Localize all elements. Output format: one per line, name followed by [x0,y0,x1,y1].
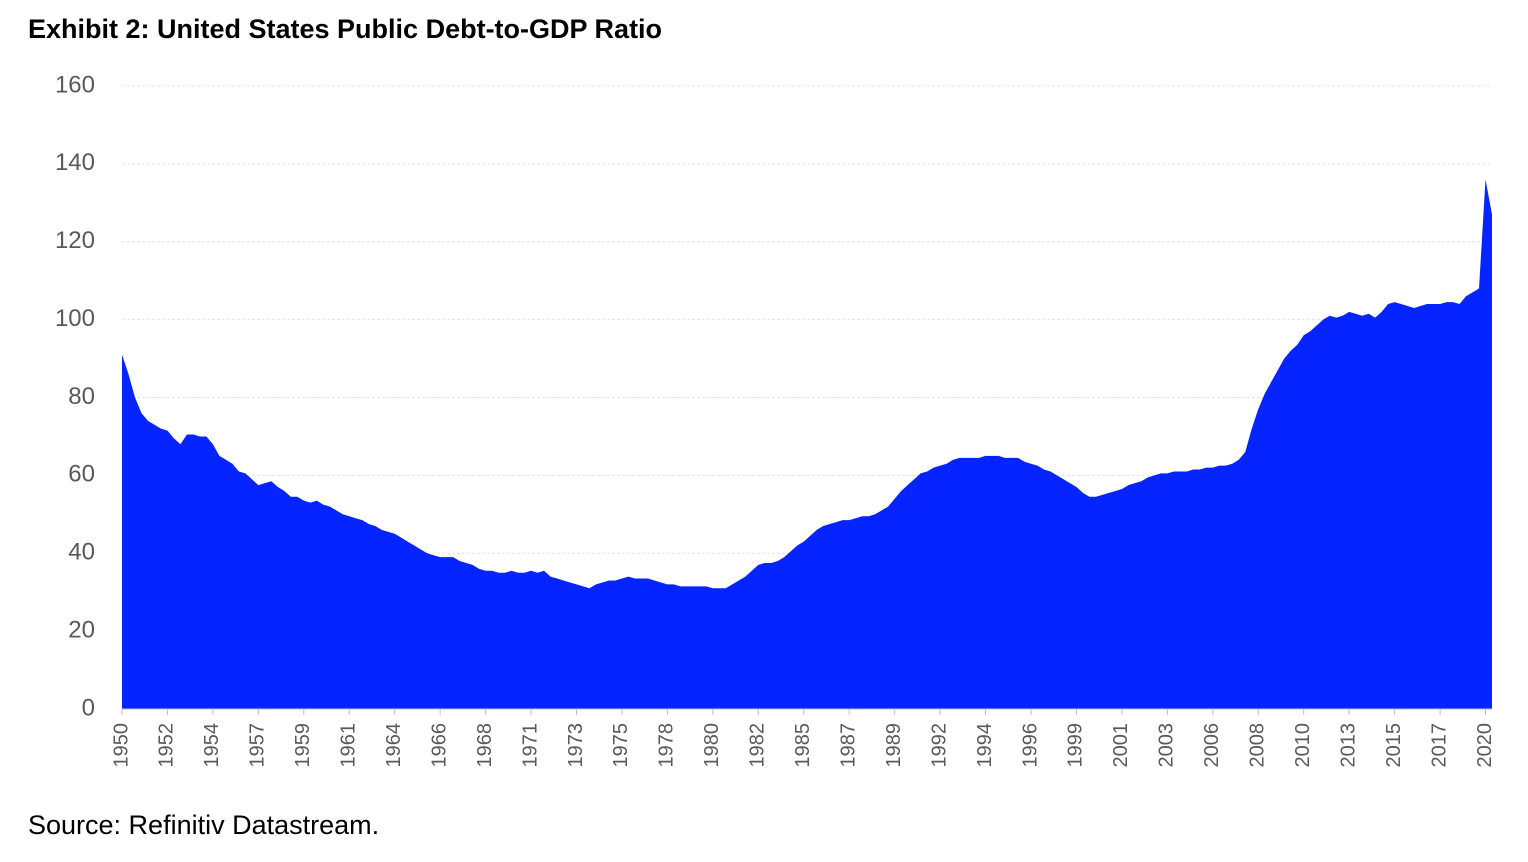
area [122,179,1492,709]
y-tick-label: 20 [68,616,95,643]
x-tick-label: 1964 [383,723,405,768]
x-tick-label: 1975 [610,723,632,768]
x-tick-label: 1957 [247,723,269,768]
x-tick-label: 2017 [1428,723,1450,768]
y-tick-label: 100 [55,305,95,332]
x-tick-label: 1978 [656,723,678,768]
y-tick-label: 120 [55,227,95,254]
x-tick-label: 2006 [1201,723,1223,768]
y-tick-label: 60 [68,461,95,488]
x-tick-label: 1992 [928,723,950,768]
x-tick-label: 1966 [428,723,450,768]
x-tick-label: 1994 [974,723,996,768]
y-tick-label: 140 [55,149,95,176]
x-tick-label: 1959 [292,723,314,768]
x-tick-label: 2003 [1156,723,1178,768]
x-tick-label: 1950 [110,723,132,768]
x-tick-label: 2010 [1292,723,1314,768]
chart-title: Exhibit 2: United States Public Debt-to-… [28,14,662,44]
y-tick-label: 40 [68,539,95,566]
x-tick-label: 1980 [701,723,723,768]
x-tick-label: 1985 [792,723,814,768]
source-note: Source: Refinitiv Datastream. [28,810,379,840]
x-tick-label: 2001 [1110,723,1132,768]
x-tick-label: 1973 [565,723,587,768]
x-tick-label: 2008 [1247,723,1269,768]
x-tick-label: 1954 [201,723,223,768]
x-tick-label: 1961 [338,723,360,768]
x-tick-label: 2013 [1337,723,1359,768]
x-tick-label: 1971 [519,723,541,768]
x-tick-label: 1999 [1065,723,1087,768]
x-tick-label: 1987 [837,723,859,768]
x-tick-label: 2020 [1474,723,1496,768]
x-tick-label: 1952 [156,723,178,768]
x-tick-label: 1996 [1019,723,1041,768]
x-tick-label: 1968 [474,723,496,768]
y-tick-label: 0 [82,694,95,721]
x-tick-label: 2015 [1383,723,1405,768]
y-tick-label: 160 [55,71,95,98]
y-tick-label: 80 [68,383,95,410]
x-tick-label: 1982 [747,723,769,768]
x-tick-label: 1989 [883,723,905,768]
